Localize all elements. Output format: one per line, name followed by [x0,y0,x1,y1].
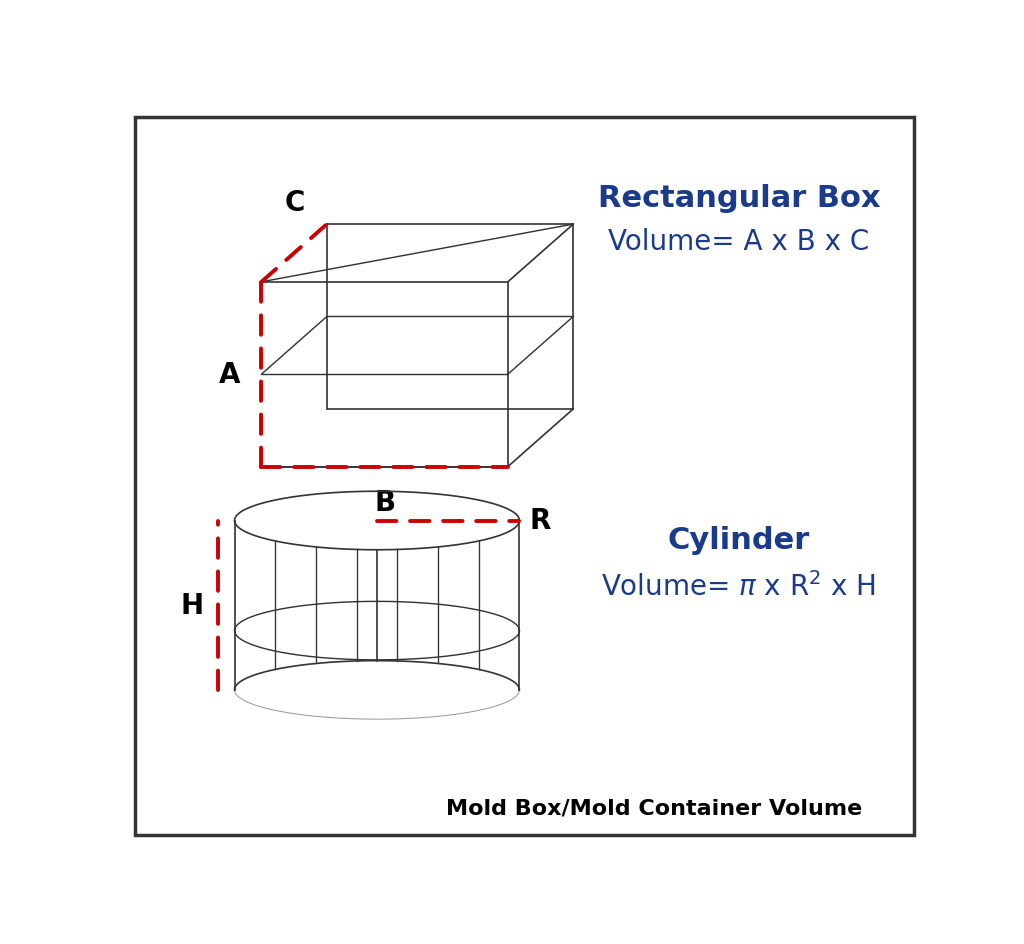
Text: R: R [529,507,551,535]
Text: A: A [218,361,240,389]
Text: Volume= A x B x C: Volume= A x B x C [608,228,869,256]
Text: Rectangular Box: Rectangular Box [598,183,880,212]
Text: Mold Box/Mold Container Volume: Mold Box/Mold Container Volume [445,798,862,818]
Text: Volume= $\pi$ x R$^2$ x H: Volume= $\pi$ x R$^2$ x H [601,571,877,601]
Text: B: B [374,489,395,516]
Text: C: C [285,189,305,217]
Text: H: H [180,592,204,619]
Text: Cylinder: Cylinder [668,526,810,555]
